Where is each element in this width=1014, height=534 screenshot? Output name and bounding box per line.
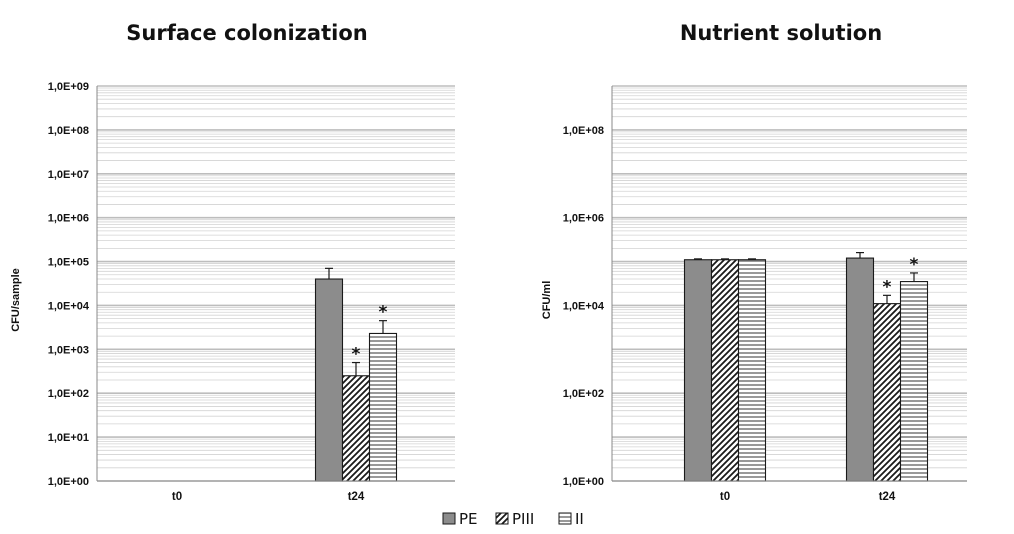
significance-marker: * (910, 255, 919, 275)
axes (611, 86, 967, 482)
chart-nutrient-solution: Nutrient solution CFU/ml ** 1,0E+001,0E+… (541, 21, 967, 503)
bars: ** (314, 267, 398, 482)
y-tick-label: 1,0E+06 (563, 213, 604, 225)
bar-pe (845, 257, 875, 482)
significance-marker: * (883, 277, 892, 297)
bar-pe (314, 278, 344, 482)
bar-pe (683, 259, 713, 482)
x-tick-label: t0 (720, 491, 730, 503)
bar-piii (872, 303, 902, 482)
x-tick-labels: t0 t24 (720, 491, 896, 503)
legend-label: II (575, 510, 584, 528)
bar-ii (899, 281, 929, 482)
significance-marker: * (379, 303, 388, 323)
significance-marker: * (352, 345, 361, 365)
y-axis-label: CFU/ml (541, 281, 553, 320)
y-tick-label: 1,0E+02 (48, 388, 89, 400)
legend-label: PE (459, 510, 478, 528)
legend-item-piii: PIII (495, 510, 534, 528)
y-tick-label: 1,0E+01 (48, 432, 89, 444)
bar-piii (710, 259, 740, 482)
y-tick-label: 1,0E+09 (48, 81, 89, 93)
y-tick-labels: 1,0E+00 1,0E+01 1,0E+02 1,0E+03 1,0E+04 1,0E+… (48, 81, 90, 488)
legend-item-pe: PE (442, 510, 478, 528)
y-tick-label: 1,0E+03 (48, 344, 89, 356)
bar-piii (341, 375, 371, 482)
y-tick-label: 1,0E+00 (563, 476, 604, 488)
gridlines (97, 85, 455, 482)
chart-title: Surface colonization (126, 21, 367, 45)
chart-surface-colonization: Surface colonization CFU/sample ** 1,0E+… (10, 21, 455, 503)
y-tick-label: 1,0E+05 (48, 257, 89, 269)
legend-swatch-piii (495, 512, 509, 525)
legend-swatch-ii (558, 512, 572, 525)
y-tick-label: 1,0E+02 (563, 388, 604, 400)
bar-ii (737, 259, 767, 482)
y-tick-labels: 1,0E+00 1,0E+02 1,0E+04 1,0E+06 1,0E+08 (563, 125, 605, 488)
bar-ii (368, 332, 398, 482)
legend-label: PIII (512, 510, 534, 528)
y-axis-label: CFU/sample (10, 268, 22, 332)
y-tick-label: 1,0E+08 (48, 125, 89, 137)
y-tick-label: 1,0E+00 (48, 476, 89, 488)
axes (96, 86, 455, 482)
y-tick-label: 1,0E+04 (563, 300, 605, 312)
chart-title: Nutrient solution (680, 21, 882, 45)
x-tick-label: t24 (348, 491, 365, 503)
legend-swatch-pe (442, 512, 456, 525)
gridlines (612, 85, 967, 482)
x-tick-labels: t0 t24 (172, 491, 365, 503)
y-tick-label: 1,0E+04 (48, 300, 90, 312)
y-tick-label: 1,0E+06 (48, 213, 89, 225)
x-tick-label: t24 (879, 491, 896, 503)
bars: ** (683, 251, 929, 482)
legend-item-ii: II (558, 510, 584, 528)
x-tick-label: t0 (172, 491, 182, 503)
y-tick-label: 1,0E+07 (48, 169, 89, 181)
legend: PE PIII II (442, 510, 584, 528)
y-tick-label: 1,0E+08 (563, 125, 604, 137)
